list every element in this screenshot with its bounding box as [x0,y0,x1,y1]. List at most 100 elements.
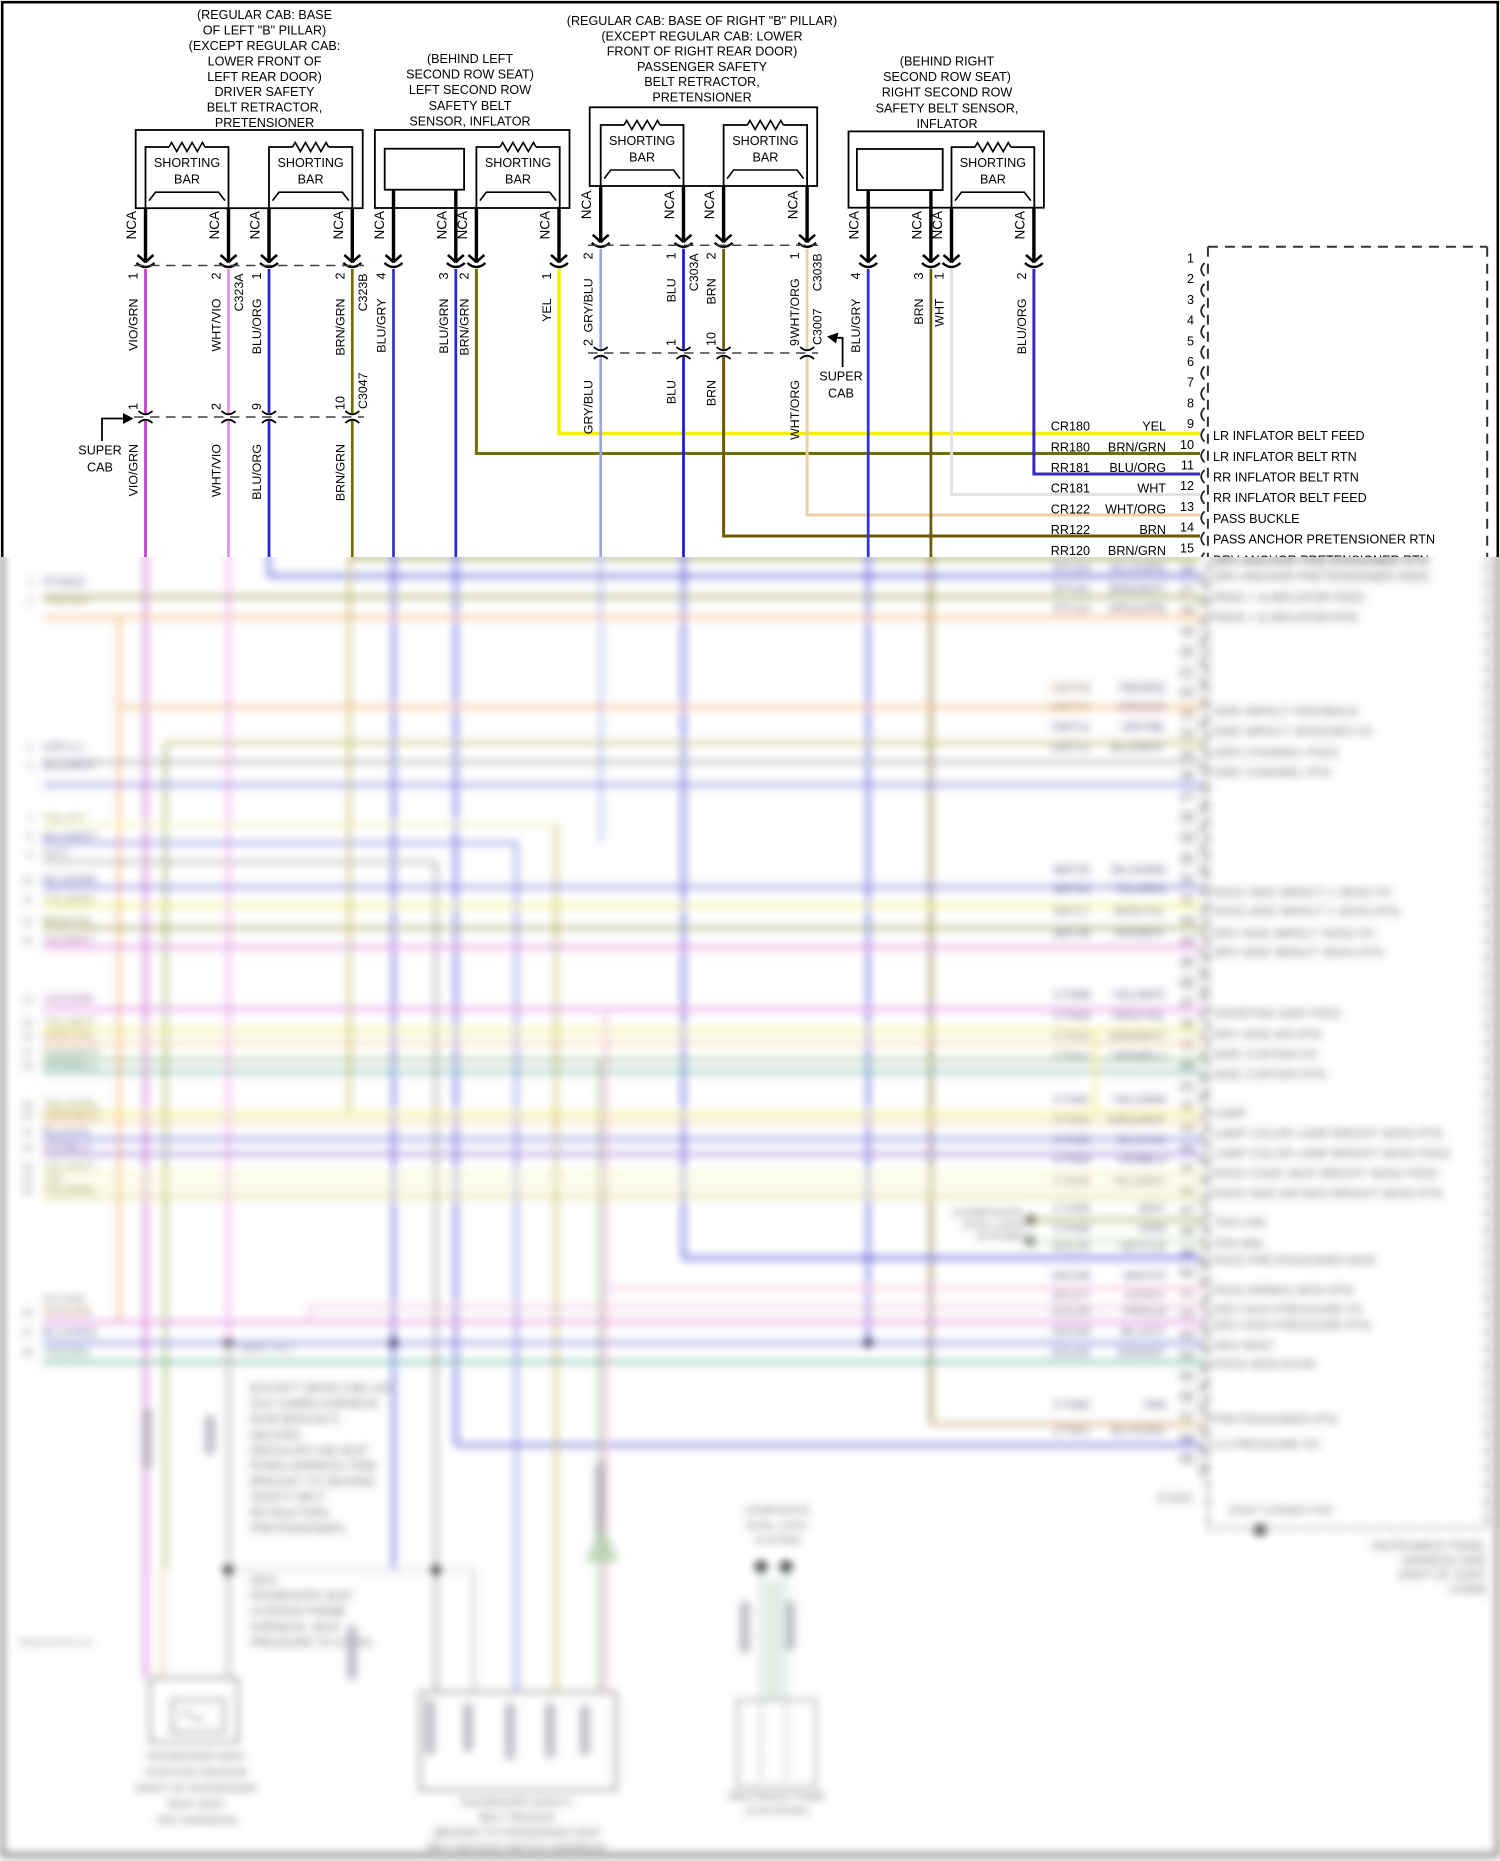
svg-text:DRV SIDE IMPACT SENS RTN: DRV SIDE IMPACT SENS RTN [1213,946,1383,960]
svg-text:BRN/YEL: BRN/YEL [1114,904,1166,918]
svg-text:22: 22 [1180,686,1194,700]
svg-text:DRIVER SAFETY: DRIVER SAFETY [214,85,315,99]
svg-text:WHT/ORG: WHT/ORG [788,278,802,338]
svg-text:VIO/GRN: VIO/GRN [127,444,141,496]
svg-text:RT9820: RT9820 [43,575,86,589]
svg-text:GD136: GD136 [1051,1269,1090,1283]
svg-text:8: 8 [1187,396,1194,410]
svg-text:SECOND ROW SEAT): SECOND ROW SEAT) [406,68,534,82]
svg-text:1: 1 [788,252,802,259]
svg-text:NCA: NCA [207,211,222,240]
svg-text:LAMP COLOR LAMP BRIGHT SENS RT: LAMP COLOR LAMP BRIGHT SENS RTN [1213,1127,1443,1141]
svg-text:26: 26 [22,1308,34,1319]
svg-text:SECOND ROW SEAT): SECOND ROW SEAT) [883,70,1011,84]
svg-text:28: 28 [22,1348,34,1359]
svg-text:YEL/WHT: YEL/WHT [1112,988,1167,1002]
svg-text:10: 10 [1180,438,1194,452]
svg-text:WHT/ORG: WHT/ORG [788,380,802,440]
svg-text:CT433: CT433 [1053,1153,1090,1167]
svg-text:23: 23 [22,1162,34,1173]
svg-text:(S417, N..): (S417, N..) [240,1343,293,1355]
svg-text:CT409: CT409 [1053,1009,1090,1023]
svg-text:SHORTING: SHORTING [960,156,1026,170]
svg-text:BLU/WHT: BLU/WHT [1111,740,1166,754]
svg-text:24: 24 [22,1174,34,1185]
svg-text:(REGULAR CAB: BASE: (REGULAR CAB: BASE [197,8,332,22]
svg-text:19: 19 [1180,624,1194,638]
svg-text:CT431: CT431 [1053,1113,1090,1127]
svg-text:DUAL LOCK: DUAL LOCK [963,1219,1026,1231]
svg-text:PRETENSIONER): PRETENSIONER) [250,1523,345,1535]
svg-text:26: 26 [1180,769,1194,783]
svg-text:5: 5 [27,743,33,754]
svg-text:RT141: RT141 [1054,582,1091,596]
svg-text:SIDE CHANNEL RTN: SIDE CHANNEL RTN [1213,766,1331,780]
svg-text:12: 12 [1180,479,1194,493]
svg-text:BRN/GRN: BRN/GRN [457,299,471,356]
svg-text:(PART OF PASSENGER: (PART OF PASSENGER [136,1783,257,1795]
svg-text:(COMPOSITE,: (COMPOSITE, [952,1207,1025,1219]
svg-text:57: 57 [1180,1411,1194,1425]
svg-text:GD139: GD139 [1051,1324,1090,1338]
svg-text:4: 4 [1187,314,1194,328]
svg-text:BELT RETRACTOR,: BELT RETRACTOR, [644,75,759,89]
svg-text:BLU/ORG: BLU/ORG [1015,299,1029,355]
svg-text:9: 9 [788,339,802,346]
svg-text:RR INFLATOR BELT RTN: RR INFLATOR BELT RTN [1213,471,1359,485]
svg-text:RR181: RR181 [1051,461,1090,475]
svg-text:GRY/BL: GRY/BL [1122,720,1167,734]
svg-text:2: 2 [1187,272,1194,286]
svg-text:NCA: NCA [786,191,801,220]
svg-text:BAR: BAR [174,173,200,187]
svg-text:50: 50 [1180,1266,1194,1280]
svg-text:GD138: GD138 [1051,1304,1090,1318]
svg-text:22: 22 [22,1143,34,1154]
svg-text:BAR: BAR [980,173,1006,187]
svg-text:TRK HARNESS): TRK HARNESS) [155,1815,237,1827]
svg-text:CONN): CONN) [1449,1585,1487,1597]
svg-text:SAFETY BELT: SAFETY BELT [429,99,512,113]
svg-text:SBT26: SBT26 [1053,882,1090,896]
svg-text:18: 18 [22,1061,34,1072]
svg-text:SHORTING: SHORTING [732,134,798,148]
svg-text:PASSENGER SAFETY: PASSENGER SAFETY [460,1797,574,1809]
svg-text:(SL/GN): (SL/GN) [43,1294,85,1306]
svg-text:(C310): (C310) [1157,1493,1192,1505]
svg-text:PRETENSIONER: PRETENSIONER [215,116,314,130]
svg-text:CT410: CT410 [1053,1029,1090,1043]
svg-text:GRN/WHT: GRN/WHT [43,1045,101,1059]
svg-text:SHORTING: SHORTING [609,134,675,148]
svg-text:8: 8 [27,832,33,843]
svg-text:14: 14 [1180,521,1194,535]
svg-text:ORN/GN: ORN/GN [1117,700,1166,714]
svg-text:VIO/BLU: VIO/BLU [1118,1153,1166,1167]
svg-text:BRN: BRN [705,278,719,304]
svg-text:WHT: WHT [1137,482,1166,496]
svg-text:PASSENGER SAFETY: PASSENGER SAFETY [637,60,768,74]
svg-text:VIO/GY: VIO/GY [1124,1288,1166,1302]
svg-text:WHT: WHT [1138,1201,1166,1215]
svg-text:BLU/WHT: BLU/WHT [43,758,98,772]
svg-text:LAMP: LAMP [1213,1107,1246,1121]
svg-text:56: 56 [1180,1390,1194,1404]
svg-text:BAR: BAR [752,151,778,165]
svg-text:25: 25 [1180,748,1194,762]
svg-text:TAN WAL: TAN WAL [1213,1237,1266,1251]
svg-text:SHORTING: SHORTING [485,156,551,170]
svg-text:15: 15 [22,1018,34,1029]
svg-text:DRV ANCHOR PRETENSIONER FEED: DRV ANCHOR PRETENSIONER FEED [1213,570,1430,584]
svg-text:CR181: CR181 [1051,482,1090,496]
svg-text:PASS PRETENSIONER MOD: PASS PRETENSIONER MOD [1213,1254,1376,1268]
svg-text:BRN/GRN: BRN/GRN [333,444,347,501]
svg-text:CT434: CT434 [1053,1174,1090,1188]
svg-text:BAR: BAR [298,173,324,187]
svg-text:44: 44 [1180,1142,1194,1156]
svg-text:CUSHION FRAME: CUSHION FRAME [250,1606,347,1618]
svg-text:LO PRESSURE FD: LO PRESSURE FD [1213,1438,1320,1452]
svg-text:SUPER: SUPER [78,444,121,458]
svg-text:20: 20 [22,1111,34,1122]
svg-text:GD140: GD140 [1051,1345,1090,1359]
svg-text:VIO/GRN: VIO/GRN [127,299,141,351]
svg-text:2: 2 [582,252,596,259]
svg-text:SHORTING: SHORTING [154,156,220,170]
